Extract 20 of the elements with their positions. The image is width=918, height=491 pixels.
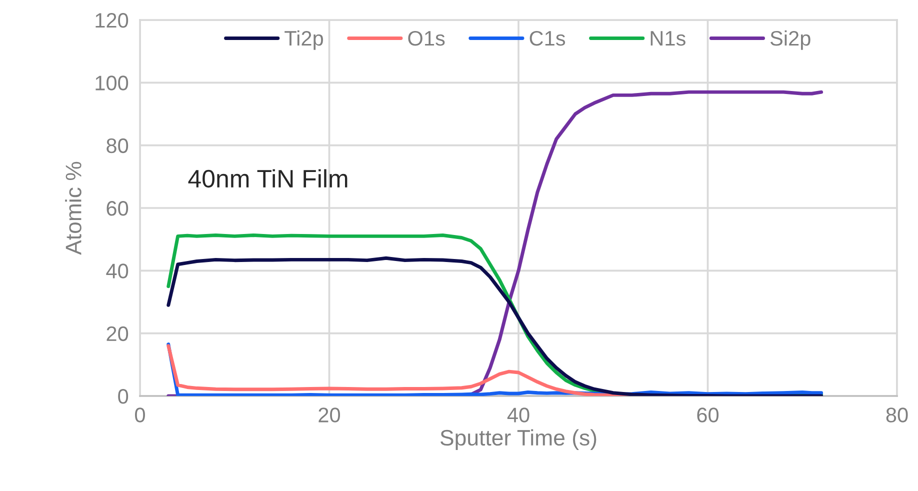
x-tick-label: 40 — [507, 408, 530, 422]
y-tick-label: 0 — [118, 389, 128, 404]
x-tick-label: 60 — [697, 408, 719, 422]
y-tick-label: 20 — [106, 326, 128, 342]
legend-label: O1s — [408, 30, 445, 46]
annotation: 40nm TiN Film — [188, 169, 348, 188]
legend-label: N1s — [650, 31, 686, 46]
y-tick-label: 120 — [96, 13, 128, 28]
legend-label: C1s — [530, 30, 566, 46]
y-tick-label: 60 — [106, 201, 128, 216]
legend-label: Si2p — [770, 30, 810, 50]
y-tick-label: 100 — [96, 76, 128, 90]
y-tick-label: 80 — [106, 138, 128, 154]
y-tick-label: 40 — [106, 264, 128, 278]
x-tick-label: 20 — [318, 408, 340, 422]
x-axis-title: Sputter Time (s) — [440, 429, 596, 450]
legend-label: Ti2p — [284, 30, 323, 50]
x-tick-label: 80 — [886, 408, 908, 422]
y-axis-title: Atomic % — [65, 162, 82, 255]
x-tick-label: 0 — [135, 408, 145, 422]
